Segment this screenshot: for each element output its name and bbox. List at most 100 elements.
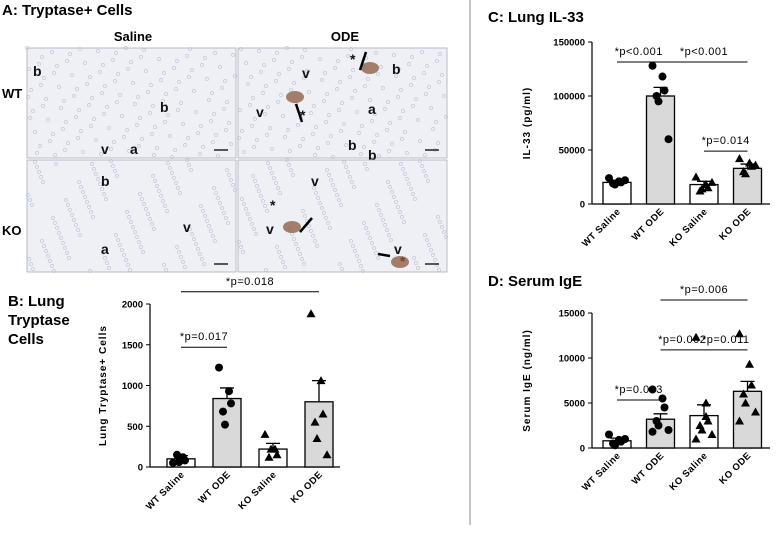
tissue-texture (363, 84, 367, 88)
y-tick-label: 500 (127, 422, 143, 433)
tissue-texture (351, 244, 355, 248)
tissue-texture (207, 98, 211, 102)
tissue-texture (327, 173, 331, 177)
tissue-texture (109, 147, 113, 151)
data-point (181, 456, 189, 465)
tissue-texture (368, 236, 372, 240)
tissue-texture (200, 257, 204, 261)
tissue-texture (70, 213, 74, 217)
row-header: KO (2, 223, 22, 238)
tissue-texture (72, 218, 76, 222)
tissue-texture (392, 53, 396, 57)
tissue-texture (146, 90, 150, 94)
tissue-texture (51, 132, 55, 136)
data-point (697, 425, 707, 434)
tissue-texture (26, 95, 30, 99)
tissue-texture (224, 216, 228, 220)
data-point (316, 376, 326, 385)
tissue-texture (222, 211, 226, 215)
significance-label: *p=0.017 (180, 331, 228, 343)
tissue-texture (385, 128, 389, 132)
data-point (648, 61, 657, 70)
tissue-texture (318, 57, 322, 61)
image-label: v (302, 65, 310, 81)
tissue-texture (329, 178, 333, 182)
tissue-texture (396, 205, 400, 209)
tissue-texture (279, 255, 283, 259)
tissue-texture (342, 160, 346, 164)
data-point (611, 441, 619, 450)
bar (732, 390, 763, 449)
tissue-texture (438, 52, 442, 56)
x-tick-label: KO Saline (667, 206, 710, 249)
data-point (707, 177, 717, 186)
tissue-texture (374, 51, 378, 55)
tissue-texture (233, 74, 237, 78)
tissue-texture (74, 115, 78, 119)
tissue-texture (392, 195, 396, 199)
tissue-texture (26, 193, 30, 197)
tissue-texture (162, 71, 166, 75)
significance-label: *p=0.011 (702, 334, 750, 346)
tissue-texture (314, 191, 318, 195)
tissue-texture (199, 124, 203, 128)
y-axis-label: Serum IgE (ng/ml) (522, 329, 533, 432)
tissue-texture (276, 100, 280, 104)
tissue-texture (48, 139, 52, 143)
tissue-texture (85, 200, 89, 204)
tissue-texture (35, 165, 39, 169)
tissue-texture (89, 124, 93, 128)
tissue-texture (388, 121, 392, 125)
data-point (739, 389, 748, 398)
tissue-texture (255, 184, 259, 188)
tissue-texture (251, 174, 255, 178)
tissue-texture (27, 257, 31, 261)
tissue-texture (214, 133, 218, 137)
tissue-texture (376, 256, 380, 260)
tissue-texture (398, 116, 402, 120)
tissue-texture (185, 158, 189, 162)
y-tick-label: 15000 (559, 309, 585, 320)
micrograph (237, 159, 448, 273)
tissue-texture (141, 250, 145, 254)
data-point (318, 409, 328, 418)
tissue-texture (27, 67, 31, 71)
tissue-texture (340, 101, 344, 105)
tissue-texture (409, 83, 413, 87)
arrow (299, 217, 313, 233)
tissue-texture (68, 208, 72, 212)
tissue-texture (188, 47, 192, 51)
tissue-texture (90, 162, 94, 166)
data-point (691, 332, 701, 341)
tissue-texture (314, 125, 318, 129)
x-tick-label: WT ODE (630, 450, 667, 487)
tissue-texture (414, 97, 418, 101)
data-point (654, 97, 663, 106)
tissue-texture (64, 120, 68, 124)
image-label: v (101, 141, 109, 157)
tissue-texture (261, 199, 265, 203)
tissue-texture (42, 244, 46, 248)
tissue-texture (140, 137, 144, 141)
y-tick-label: 0 (138, 463, 143, 474)
tissue-texture (313, 153, 317, 157)
tissue-texture (335, 193, 339, 197)
tissue-texture (292, 81, 296, 85)
tissue-texture (150, 222, 154, 226)
tissue-texture (200, 63, 204, 67)
image-label: v (266, 221, 274, 237)
tissue-texture (96, 49, 100, 53)
image-label: b (160, 99, 169, 115)
tissue-texture (64, 198, 68, 202)
tissue-texture (87, 103, 91, 107)
tissue-texture (294, 242, 298, 246)
data-point (741, 398, 750, 407)
tissue-texture (279, 93, 283, 97)
tissue-texture (331, 183, 335, 187)
chart-title: D: Serum IgE (488, 273, 583, 290)
tissue-texture (142, 202, 146, 206)
tissue-texture (46, 118, 50, 122)
tissue-texture (400, 137, 404, 141)
tissue-texture (225, 168, 229, 172)
